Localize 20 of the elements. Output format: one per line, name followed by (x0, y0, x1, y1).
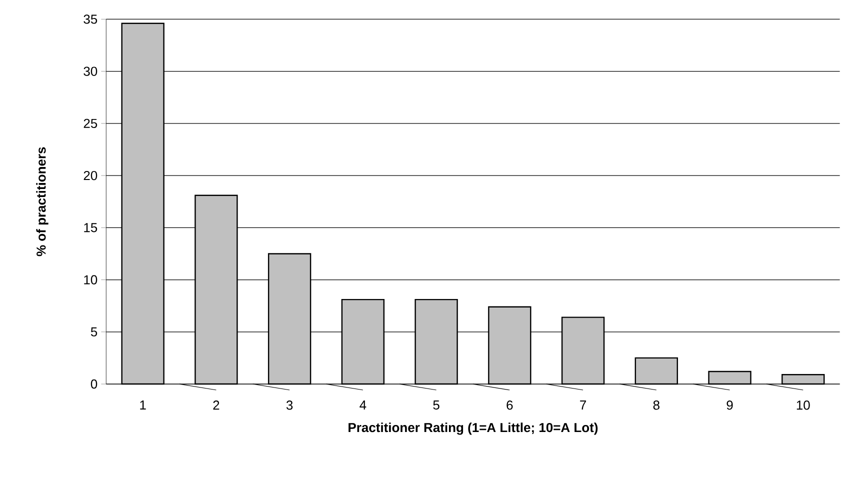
x-tick-label: 10 (796, 400, 810, 410)
y-axis-title: % of practitioners (36, 147, 48, 256)
x-tick-label: 7 (580, 400, 586, 410)
y-tick-label: 15 (84, 223, 98, 232)
y-tick-label: 20 (84, 170, 98, 180)
y-tick-label: 35 (84, 14, 98, 24)
x-tick-label: 9 (726, 400, 733, 410)
y-tick-label: 0 (90, 379, 98, 389)
y-tick-label: 30 (84, 66, 98, 76)
y-tick-label: 5 (90, 327, 98, 336)
x-tick-label: 6 (506, 400, 513, 410)
x-axis-title: Practitioner Rating (1=A Little; 10=A Lot) (348, 422, 598, 435)
x-tick-label: 3 (286, 400, 293, 410)
x-tick-label: 8 (653, 400, 660, 410)
y-tick-label: 25 (84, 118, 98, 128)
x-tick-label: 5 (433, 400, 440, 410)
x-tick-label: 4 (360, 400, 366, 410)
x-tick-label: 1 (140, 400, 146, 410)
y-tick-label: 10 (84, 275, 98, 284)
x-tick-label: 2 (213, 400, 220, 410)
